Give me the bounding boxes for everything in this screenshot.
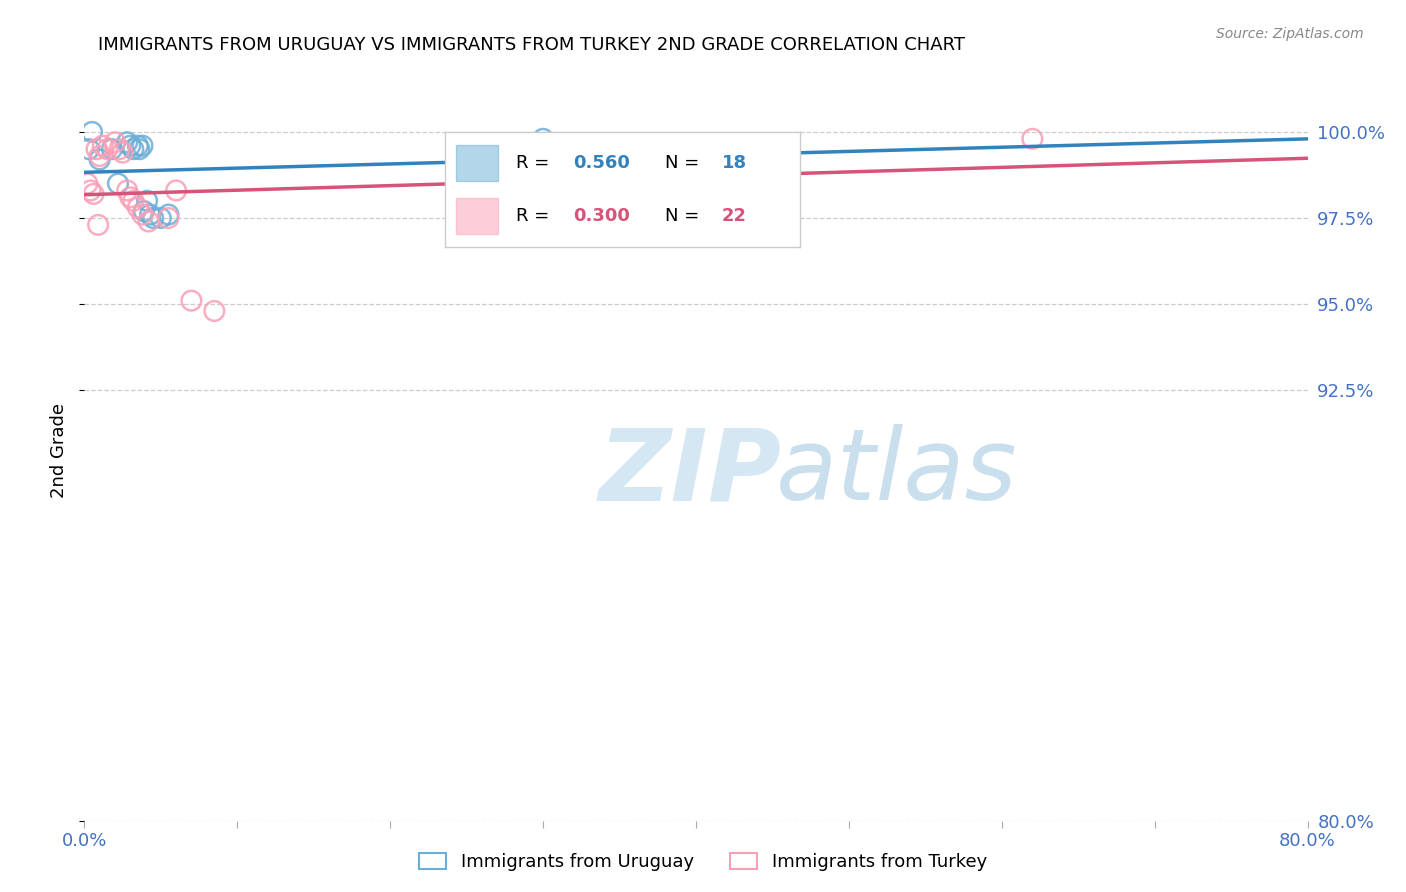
Point [202, 304, 225, 318]
Point [80, 125, 103, 139]
Point [149, 211, 172, 225]
Point [91, 138, 114, 153]
Point [76, 177, 98, 191]
Text: IMMIGRANTS FROM URUGUAY VS IMMIGRANTS FROM TURKEY 2ND GRADE CORRELATION CHART: IMMIGRANTS FROM URUGUAY VS IMMIGRANTS FR… [98, 36, 966, 54]
Point [111, 145, 134, 160]
Text: ZIP: ZIP [598, 425, 782, 521]
Point [1021, 132, 1043, 146]
Point [115, 184, 138, 198]
Point [79, 184, 101, 198]
Point [96, 142, 118, 156]
Point [139, 208, 162, 222]
Point [120, 138, 142, 153]
Point [136, 194, 159, 208]
Point [165, 184, 187, 198]
Point [115, 135, 138, 149]
Point [83, 186, 105, 201]
Point [131, 208, 153, 222]
Point [120, 190, 142, 204]
Point [180, 293, 202, 308]
Text: atlas: atlas [776, 425, 1017, 521]
Legend: Immigrants from Uruguay, Immigrants from Turkey: Immigrants from Uruguay, Immigrants from… [412, 846, 994, 879]
Point [89, 153, 111, 167]
Point [531, 132, 554, 146]
Point [101, 142, 124, 156]
Point [131, 138, 153, 153]
Point [132, 204, 155, 219]
Point [86, 142, 108, 156]
Point [138, 214, 160, 228]
Point [122, 194, 145, 208]
Point [142, 211, 165, 225]
Point [108, 142, 131, 156]
Point [77, 142, 100, 156]
Text: Source: ZipAtlas.com: Source: ZipAtlas.com [1216, 27, 1364, 41]
Point [122, 142, 145, 156]
Point [89, 149, 111, 163]
Point [157, 208, 180, 222]
Point [157, 211, 180, 225]
Point [127, 138, 149, 153]
Point [127, 201, 149, 215]
Point [104, 135, 127, 149]
Y-axis label: 2nd Grade: 2nd Grade [49, 403, 67, 498]
Point [128, 142, 150, 156]
Point [107, 177, 129, 191]
Point [87, 218, 110, 232]
